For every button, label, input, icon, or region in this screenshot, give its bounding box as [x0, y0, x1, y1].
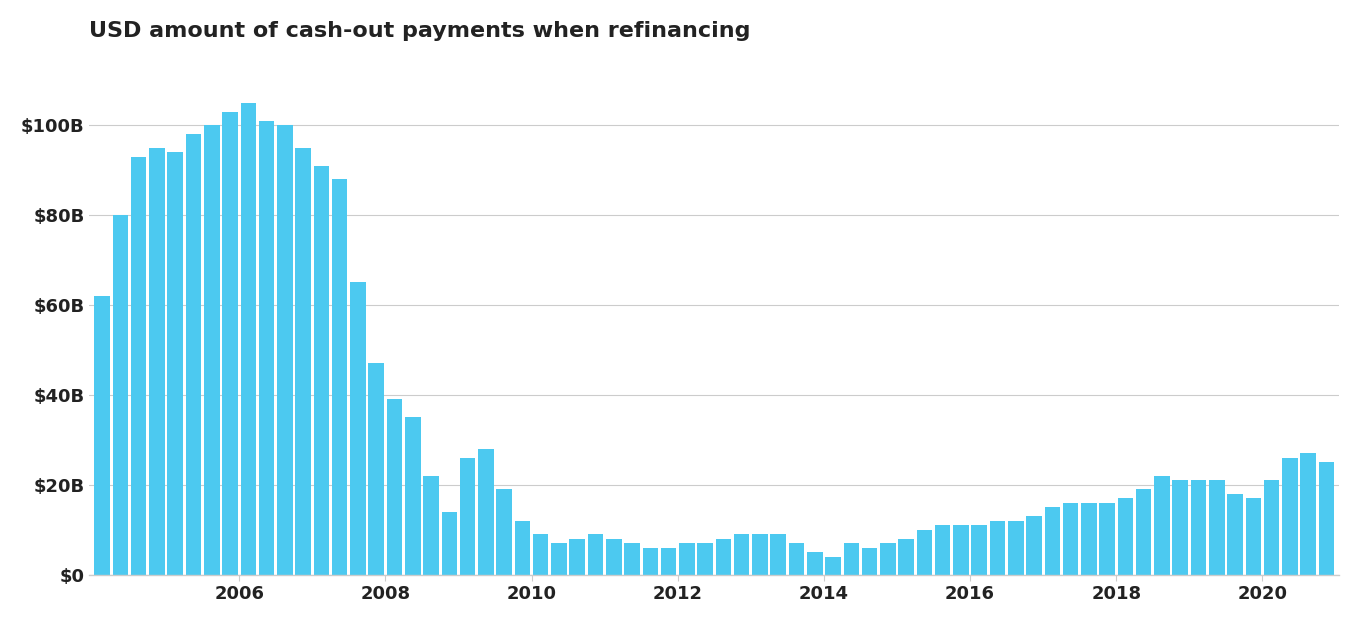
Bar [1172, 480, 1189, 575]
Bar [295, 148, 311, 575]
Bar [496, 489, 511, 575]
Bar [734, 534, 749, 575]
Bar [843, 544, 860, 575]
Bar [588, 534, 604, 575]
Bar [806, 552, 823, 575]
Bar [1136, 489, 1152, 575]
Bar [570, 539, 585, 575]
Bar [113, 215, 128, 575]
Bar [332, 179, 347, 575]
Bar [715, 539, 732, 575]
Bar [369, 363, 384, 575]
Bar [186, 134, 201, 575]
Bar [607, 539, 622, 575]
Bar [934, 525, 951, 575]
Bar [1027, 516, 1042, 575]
Bar [150, 148, 165, 575]
Bar [971, 525, 987, 575]
Bar [1008, 521, 1024, 575]
Bar [880, 544, 896, 575]
Bar [1191, 480, 1206, 575]
Bar [642, 548, 658, 575]
Bar [1118, 499, 1133, 575]
Bar [1263, 480, 1280, 575]
Bar [551, 544, 567, 575]
Bar [258, 120, 275, 575]
Bar [1319, 462, 1334, 575]
Bar [1081, 503, 1096, 575]
Bar [789, 544, 804, 575]
Bar [479, 449, 494, 575]
Bar [1062, 503, 1078, 575]
Bar [460, 458, 476, 575]
Bar [1300, 454, 1316, 575]
Bar [624, 544, 639, 575]
Bar [423, 476, 439, 575]
Bar [862, 548, 877, 575]
Bar [94, 296, 110, 575]
Bar [350, 283, 366, 575]
Bar [698, 544, 713, 575]
Bar [826, 557, 840, 575]
Bar [679, 544, 695, 575]
Bar [1099, 503, 1115, 575]
Bar [314, 165, 329, 575]
Bar [533, 534, 548, 575]
Bar [405, 417, 420, 575]
Bar [1044, 507, 1059, 575]
Bar [661, 548, 676, 575]
Bar [222, 112, 238, 575]
Bar [514, 521, 530, 575]
Bar [131, 157, 147, 575]
Bar [1282, 458, 1297, 575]
Bar [953, 525, 968, 575]
Bar [917, 530, 932, 575]
Bar [990, 521, 1005, 575]
Bar [1209, 480, 1224, 575]
Bar [899, 539, 914, 575]
Bar [277, 125, 292, 575]
Bar [1246, 499, 1261, 575]
Text: USD amount of cash-out payments when refinancing: USD amount of cash-out payments when ref… [90, 21, 751, 41]
Bar [386, 399, 403, 575]
Bar [442, 512, 457, 575]
Bar [241, 102, 256, 575]
Bar [1227, 494, 1243, 575]
Bar [204, 125, 219, 575]
Bar [752, 534, 767, 575]
Bar [1155, 476, 1170, 575]
Bar [770, 534, 786, 575]
Bar [167, 152, 184, 575]
